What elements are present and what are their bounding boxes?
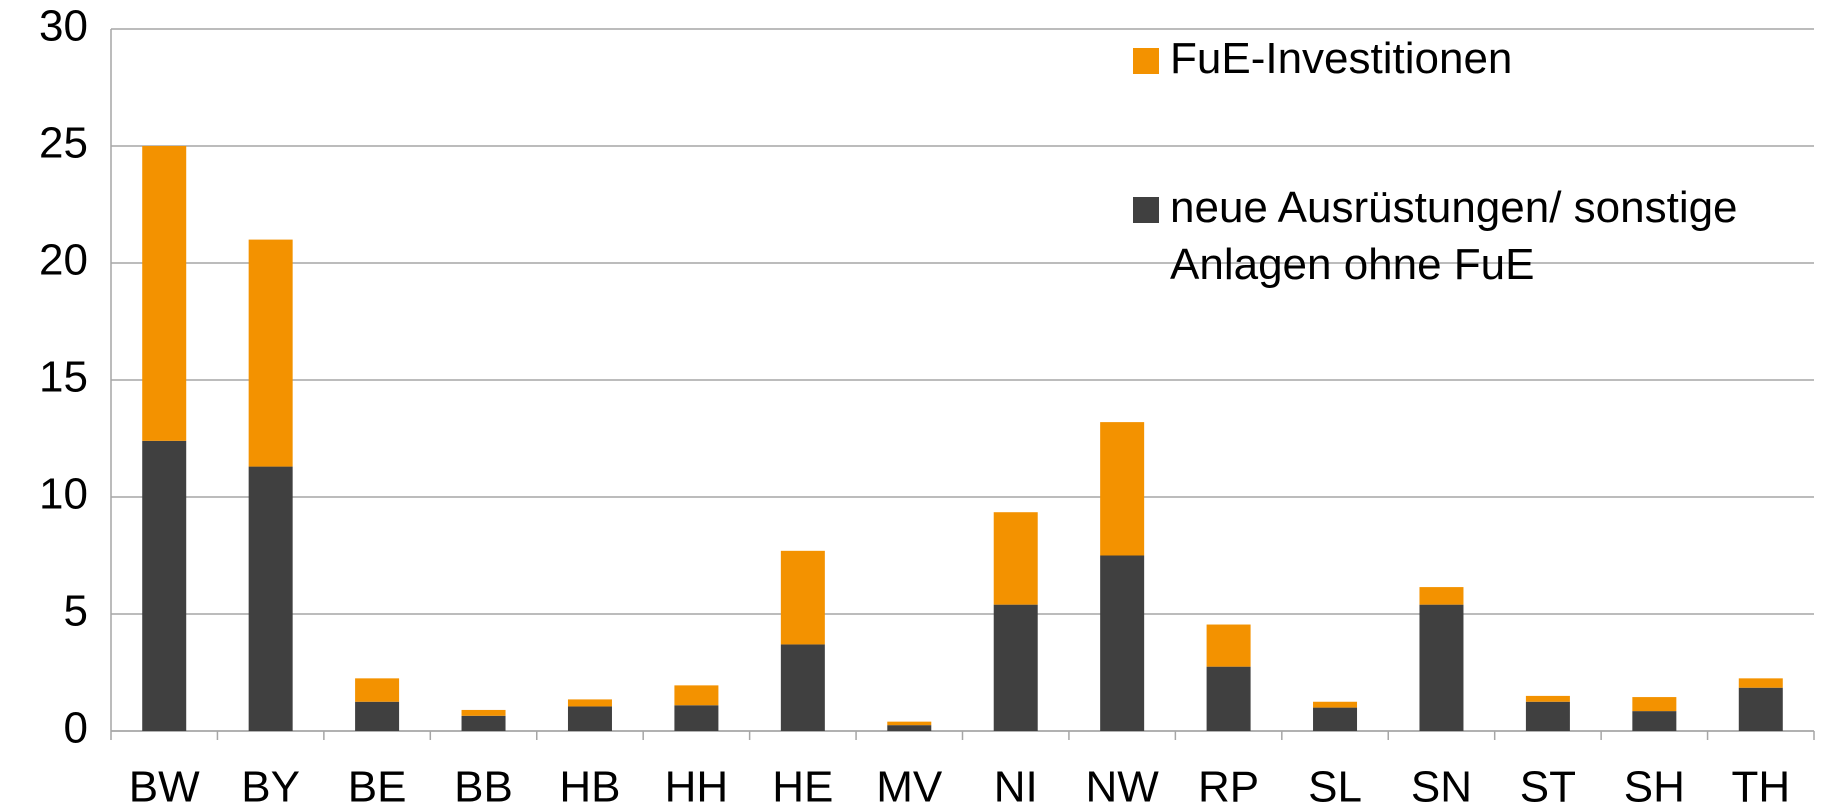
bar-segment [1738,678,1783,688]
bar-segment [1206,666,1251,731]
x-tick-label: SN [1411,763,1472,810]
bar-segment [1632,711,1677,731]
x-tick-label: HE [772,763,833,810]
bar-segment [674,705,719,731]
bar-segment [461,715,506,731]
bar-segment [355,678,400,702]
bar-segment [248,466,293,731]
x-tick-label: BY [241,763,300,810]
x-tick-label: NW [1086,763,1160,810]
legend-entry: neue Ausrüstungen/ sonstige Anlagen ohne… [1130,179,1820,293]
x-tick-label: ST [1520,763,1576,810]
x-tick-label: HB [559,763,620,810]
y-tick-label: 10 [39,470,88,519]
bar-segment [1738,687,1783,731]
legend-label: neue Ausrüstungen/ sonstige Anlagen ohne… [1170,183,1738,290]
bar-segment [142,146,187,441]
bar-segment [993,604,1038,731]
x-tick-label: SH [1624,763,1685,810]
x-tick-label: HH [665,763,729,810]
bar-segment [567,699,612,707]
x-tick-label: BW [129,763,200,810]
y-tick-label: 5 [64,587,88,636]
bar-segment [887,725,932,731]
y-tick-label: 30 [39,2,88,51]
bar-segment [1313,701,1358,708]
bar-segment [1525,695,1570,702]
legend-swatch [1133,48,1159,74]
x-tick-label: BB [454,763,513,810]
bar-segment [887,721,932,726]
legend-entry: FuE-Investitionen [1130,30,1820,87]
bar-segment [1632,697,1677,712]
bar-segment [1419,604,1464,731]
x-tick-label: MV [876,763,943,810]
y-tick-label: 20 [39,236,88,285]
bar-segment [142,440,187,731]
bar-segment [993,512,1038,605]
bar-segment [1525,701,1570,731]
y-tick-label: 15 [39,353,88,402]
bar-segment [355,701,400,731]
bar-segment [461,709,506,716]
bar-segment [1313,707,1358,731]
x-tick-label: NI [994,763,1038,810]
bar-segment [780,644,825,731]
x-tick-label: BE [348,763,407,810]
legend: FuE-Investitionen neue Ausrüstungen/ sons… [1130,30,1830,386]
x-tick-label: TH [1731,763,1790,810]
y-tick-label: 25 [39,119,88,168]
bar-segment [567,706,612,731]
bar-segment [1100,555,1145,731]
legend-swatch [1133,197,1159,224]
x-tick-label: SL [1308,763,1362,810]
bar-segment [248,239,293,467]
y-tick-label: 0 [64,704,88,753]
bar-segment [1419,587,1464,605]
bar-segment [1206,624,1251,667]
bar-segment [674,685,719,706]
x-tick-label: RP [1198,763,1259,810]
bar-segment [780,550,825,645]
bar-segment [1100,422,1145,556]
legend-label: FuE-Investitionen [1170,34,1513,83]
